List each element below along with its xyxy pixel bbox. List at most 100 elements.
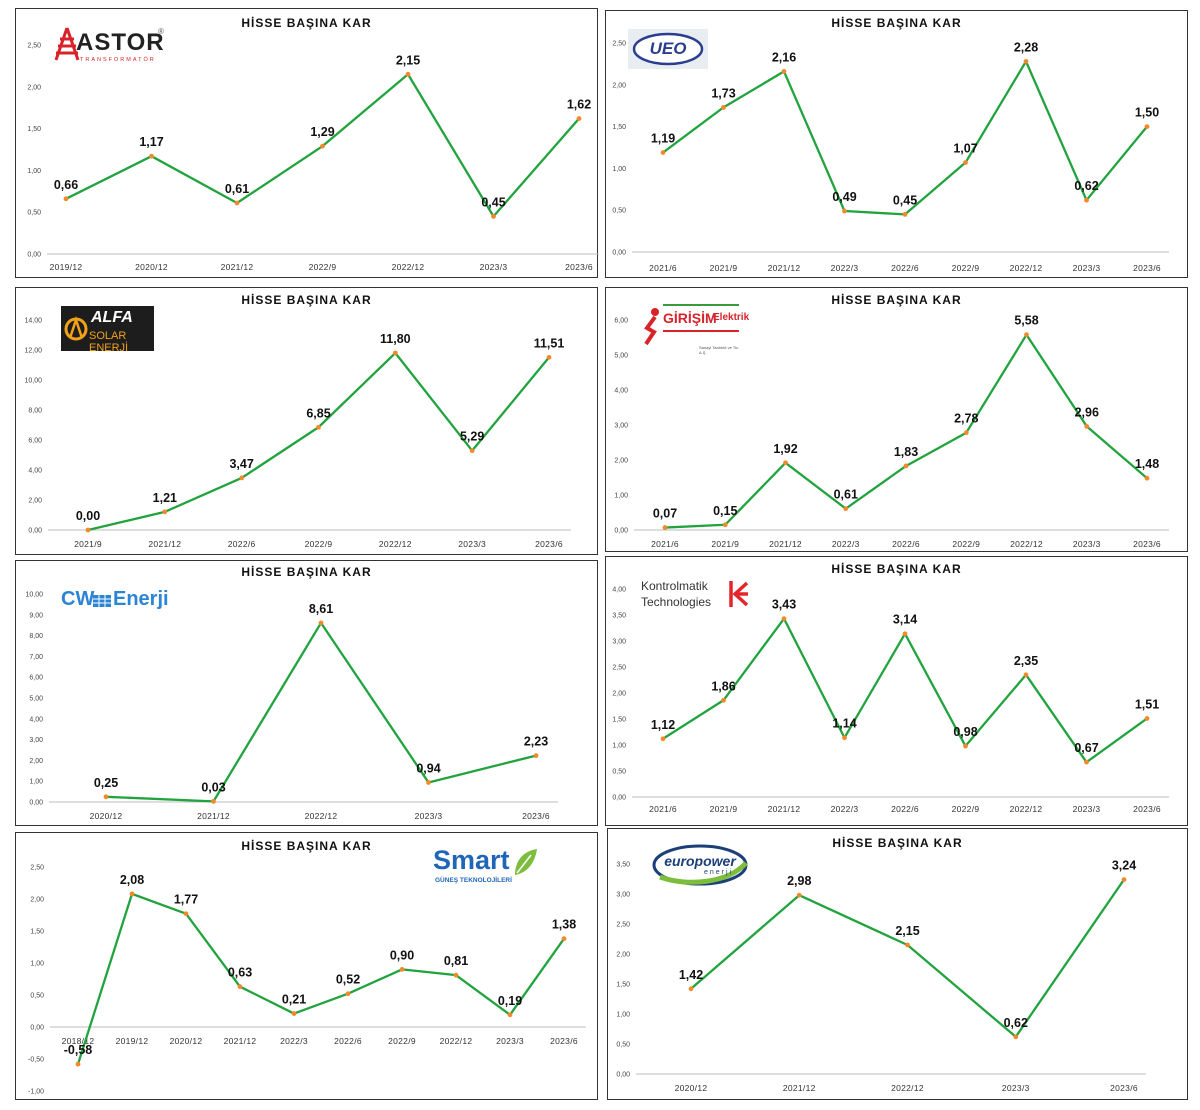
x-tick-label: 2022/9 <box>309 262 337 272</box>
x-tick-label: 2022/12 <box>440 1036 473 1046</box>
europower-swoosh-icon <box>652 844 748 886</box>
x-tick-label: 2022/3 <box>832 539 860 549</box>
y-tick-label: 1,50 <box>612 717 626 724</box>
y-tick-label: 0,00 <box>614 528 628 535</box>
y-tick-label: 2,00 <box>612 691 626 698</box>
y-tick-label: 3,00 <box>612 639 626 646</box>
smart-logo: Smart GÜNEŞ TEKNOLOJİLERİ <box>429 845 541 887</box>
y-tick-label: 1,50 <box>27 126 41 133</box>
data-point <box>211 798 216 804</box>
x-tick-label: 2022/12 <box>1010 539 1043 549</box>
data-point <box>842 208 847 214</box>
x-tick-label: 2021/12 <box>224 1036 257 1046</box>
data-point <box>1121 877 1127 882</box>
astor-logo: ASTOR ® TRANSFORMATÖR <box>54 25 164 67</box>
x-tick-label: 2021/12 <box>783 1083 816 1093</box>
data-label: 1,77 <box>174 893 198 907</box>
y-tick-label: 3,00 <box>29 737 43 744</box>
data-point <box>1023 672 1029 678</box>
x-tick-label: 2022/12 <box>392 262 425 272</box>
data-point <box>345 991 351 997</box>
data-label: 2,15 <box>895 924 919 938</box>
europower-logo: europower enerji <box>648 843 752 887</box>
data-label: 1,07 <box>953 142 977 156</box>
data-label: 0,45 <box>481 195 505 209</box>
x-tick-label: 2023/3 <box>1073 263 1101 273</box>
y-tick-label: 0,50 <box>616 1042 630 1049</box>
x-tick-label: 2022/3 <box>831 804 859 814</box>
astor-pylon-icon <box>54 27 80 61</box>
data-label: 0,03 <box>201 780 225 794</box>
data-point <box>688 986 694 992</box>
y-tick-label: 12,00 <box>24 348 42 355</box>
x-tick-label: 2022/9 <box>952 804 980 814</box>
y-tick-label: 8,00 <box>28 408 42 415</box>
data-point <box>234 200 240 206</box>
cw-logo: CW Enerji <box>61 587 169 621</box>
y-tick-label: 4,00 <box>614 388 628 395</box>
data-label: 1,50 <box>1135 106 1159 120</box>
x-tick-label: 2021/6 <box>649 804 677 814</box>
data-label: 2,15 <box>396 53 420 67</box>
data-label: 3,47 <box>229 457 253 471</box>
data-point <box>796 892 802 898</box>
data-label: 5,58 <box>1014 314 1038 328</box>
data-point <box>902 631 908 637</box>
data-point <box>1023 58 1029 64</box>
data-point <box>129 891 135 897</box>
data-point <box>453 972 459 978</box>
x-tick-label: 2022/9 <box>305 539 333 549</box>
data-point <box>426 780 431 785</box>
data-label: 1,38 <box>552 918 576 932</box>
y-tick-label: 10,00 <box>24 378 42 385</box>
x-tick-label: 2020/12 <box>170 1036 203 1046</box>
series-line <box>76 892 565 1065</box>
chart-title: HİSSE BAŞINA KAR <box>831 16 962 30</box>
data-label: 0,21 <box>282 993 306 1007</box>
y-tick-label: 0,00 <box>612 795 626 802</box>
series-line <box>690 878 1125 1038</box>
data-point <box>902 211 908 217</box>
data-label: 0,52 <box>336 973 360 987</box>
x-tick-label: 2021/12 <box>768 804 801 814</box>
x-tick-label: 2019/12 <box>116 1036 149 1046</box>
data-point <box>183 911 189 917</box>
x-tick-label: 2021/12 <box>148 539 181 549</box>
y-tick-label: 0,00 <box>29 800 43 807</box>
data-point <box>781 69 787 74</box>
y-tick-label: 2,50 <box>616 922 630 929</box>
alfa-sun-icon <box>64 316 88 341</box>
y-tick-label: 9,00 <box>29 612 43 619</box>
data-label: 2,16 <box>772 50 796 64</box>
y-tick-label: 4,00 <box>29 716 43 723</box>
cw-logo-text: CW <box>61 588 95 610</box>
y-tick-label: 2,00 <box>29 758 43 765</box>
x-tick-label: 2020/12 <box>135 262 168 272</box>
x-tick-label: 2023/6 <box>1133 804 1161 814</box>
kontrolmatik-arrow-icon <box>729 581 749 607</box>
europower-logo-subtext: enerji <box>704 869 734 876</box>
chart-panel-smart: HİSSE BAŞINA KAR Smart GÜNEŞ TEKNOLOJİLE… <box>15 832 598 1100</box>
y-tick-label: 1,00 <box>27 168 41 175</box>
data-point <box>721 697 726 703</box>
chart-panel-alfa: HİSSE BAŞINA KAR ALFA SOLAR ENERJİ 0,00 2… <box>15 287 598 555</box>
data-point <box>843 506 849 512</box>
chart-title: HİSSE BAŞINA KAR <box>832 836 963 850</box>
x-tick-label: 2023/6 <box>1133 539 1161 549</box>
data-label: -0,58 <box>64 1043 93 1057</box>
chart-plot: 0,00 0,50 1,00 1,50 2,00 2,50 2019/12 2020/12 20… <box>27 43 599 272</box>
y-tick-label: 2,00 <box>616 952 630 959</box>
data-label: 1,14 <box>832 717 856 731</box>
y-tick-label: 14,00 <box>24 318 42 325</box>
x-tick-label: 2022/6 <box>892 539 920 549</box>
chart-plot: -1,00 -0,50 0,00 0,50 1,00 1,50 2,00 2,50 2018/1… <box>28 865 586 1096</box>
y-tick-label: 0,50 <box>612 208 626 215</box>
data-point <box>533 753 539 759</box>
y-tick-label: 2,50 <box>30 865 44 872</box>
x-tick-label: 2021/9 <box>74 539 102 549</box>
x-tick-label: 2022/3 <box>831 263 859 273</box>
data-point <box>903 463 909 469</box>
data-label: 0,25 <box>94 776 118 790</box>
data-point <box>85 527 91 533</box>
y-tick-label: 1,00 <box>614 493 628 500</box>
